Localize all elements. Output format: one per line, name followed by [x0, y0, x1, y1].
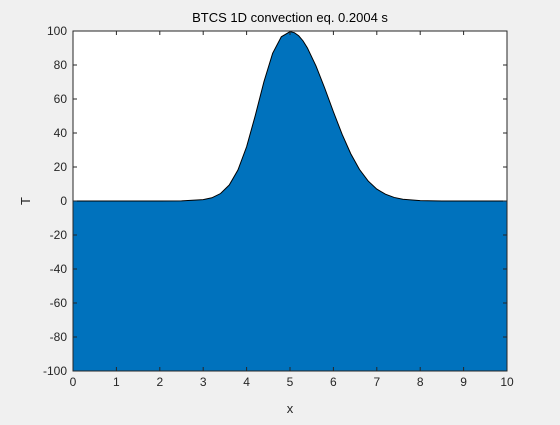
series-area-0 — [73, 31, 507, 372]
x-tick-label: 10 — [500, 375, 514, 389]
y-tick-label: 100 — [47, 24, 67, 38]
y-tick-label: -60 — [50, 296, 68, 310]
x-tick-label: 0 — [70, 375, 77, 389]
x-tick-label: 8 — [417, 375, 424, 389]
y-tick-label: 80 — [54, 58, 68, 72]
x-tick-label: 7 — [373, 375, 380, 389]
chart-title: BTCS 1D convection eq. 0.2004 s — [192, 10, 388, 25]
series-layer — [73, 31, 507, 372]
series-line-0 — [73, 31, 507, 202]
y-tick-label: 0 — [60, 194, 67, 208]
y-tick-label: 60 — [54, 92, 68, 106]
x-tick-label: 1 — [113, 375, 120, 389]
x-tick-label: 3 — [200, 375, 207, 389]
x-axis-label: x — [287, 401, 294, 416]
y-tick-label: -40 — [50, 262, 68, 276]
x-tick-label: 9 — [460, 375, 467, 389]
y-tick-label: 20 — [54, 160, 68, 174]
x-tick-label: 4 — [243, 375, 250, 389]
y-tick-label: -80 — [50, 330, 68, 344]
y-tick-label: 40 — [54, 126, 68, 140]
x-tick-label: 6 — [330, 375, 337, 389]
y-axis: -100 -80 -60 -40 -20 0 20 40 60 80 100 — [43, 24, 507, 378]
y-tick-label: -20 — [50, 228, 68, 242]
y-axis-label: T — [18, 197, 33, 205]
y-tick-label: -100 — [43, 364, 67, 378]
x-tick-label: 2 — [156, 375, 163, 389]
x-tick-label: 5 — [287, 375, 294, 389]
x-axis: 0 1 2 3 4 5 6 7 8 9 10 — [70, 31, 514, 389]
